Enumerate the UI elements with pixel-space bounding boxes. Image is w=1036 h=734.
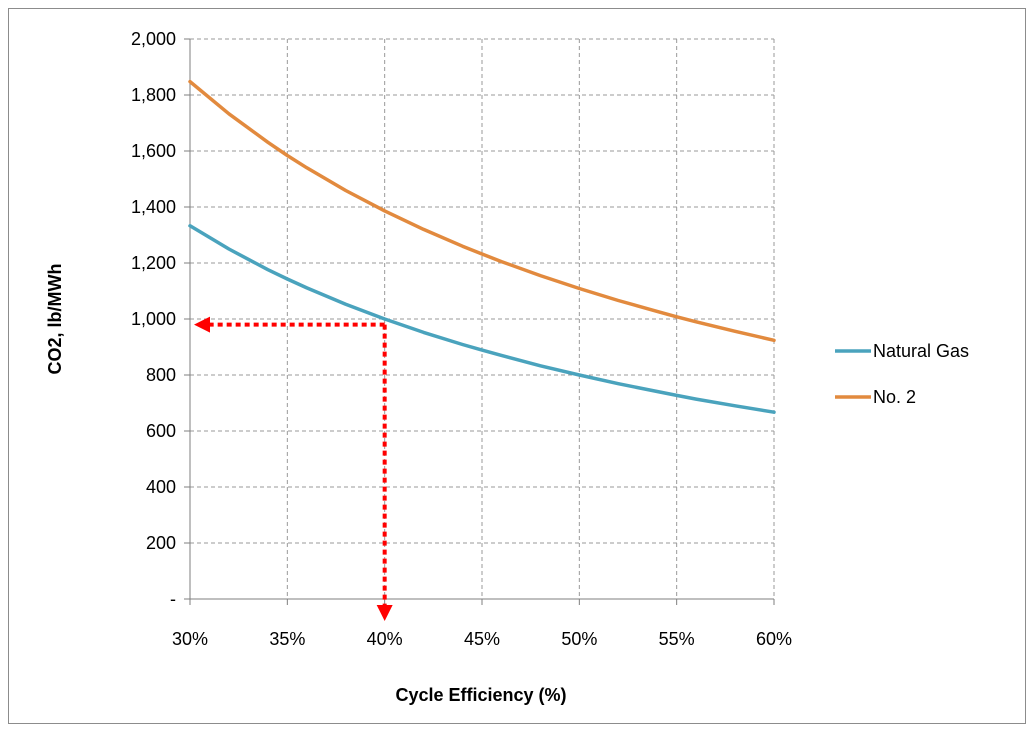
y-tick-label: 1,600 [131,141,176,161]
x-tick-label: 50% [561,629,597,649]
y-tick-label: 1,800 [131,85,176,105]
y-tick-label: 200 [146,533,176,553]
axes [184,38,775,605]
series [188,79,776,414]
x-tick-label: 35% [269,629,305,649]
legend: Natural Gas No. 2 [835,341,969,407]
y-tick-label: - [170,589,176,609]
y-axis-title: CO2, lb/MWh [45,264,65,375]
x-tick-label: 45% [464,629,500,649]
legend-label: Natural Gas [873,341,969,361]
x-tick-label: 40% [367,629,403,649]
arrowhead-down-icon [376,605,393,621]
line-chart: - 200 400 600 800 1,000 1,200 1,400 1,600 1,800 2,… [45,29,969,705]
chart-frame: - 200 400 600 800 1,000 1,200 1,400 1,600 1,800 2,… [8,8,1026,724]
series-line-natural-gas [188,224,776,414]
y-tick-label: 2,000 [131,29,176,49]
x-tick-label: 30% [172,629,208,649]
y-tick-label: 800 [146,365,176,385]
arrowhead-left-icon [194,316,210,333]
x-tick-label: 60% [756,629,792,649]
y-tick-label: 1,400 [131,197,176,217]
series-line-no-2 [188,79,776,343]
x-tick-label: 55% [659,629,695,649]
y-tick-label: 600 [146,421,176,441]
x-axis-title: Cycle Efficiency (%) [395,685,566,705]
y-tick-label: 1,200 [131,253,176,273]
y-tick-label: 1,000 [131,309,176,329]
annotation-arrows [194,316,393,621]
y-tick-label: 400 [146,477,176,497]
tick-labels: - 200 400 600 800 1,000 1,200 1,400 1,600 1,800 2,… [131,29,792,649]
legend-label: No. 2 [873,387,916,407]
